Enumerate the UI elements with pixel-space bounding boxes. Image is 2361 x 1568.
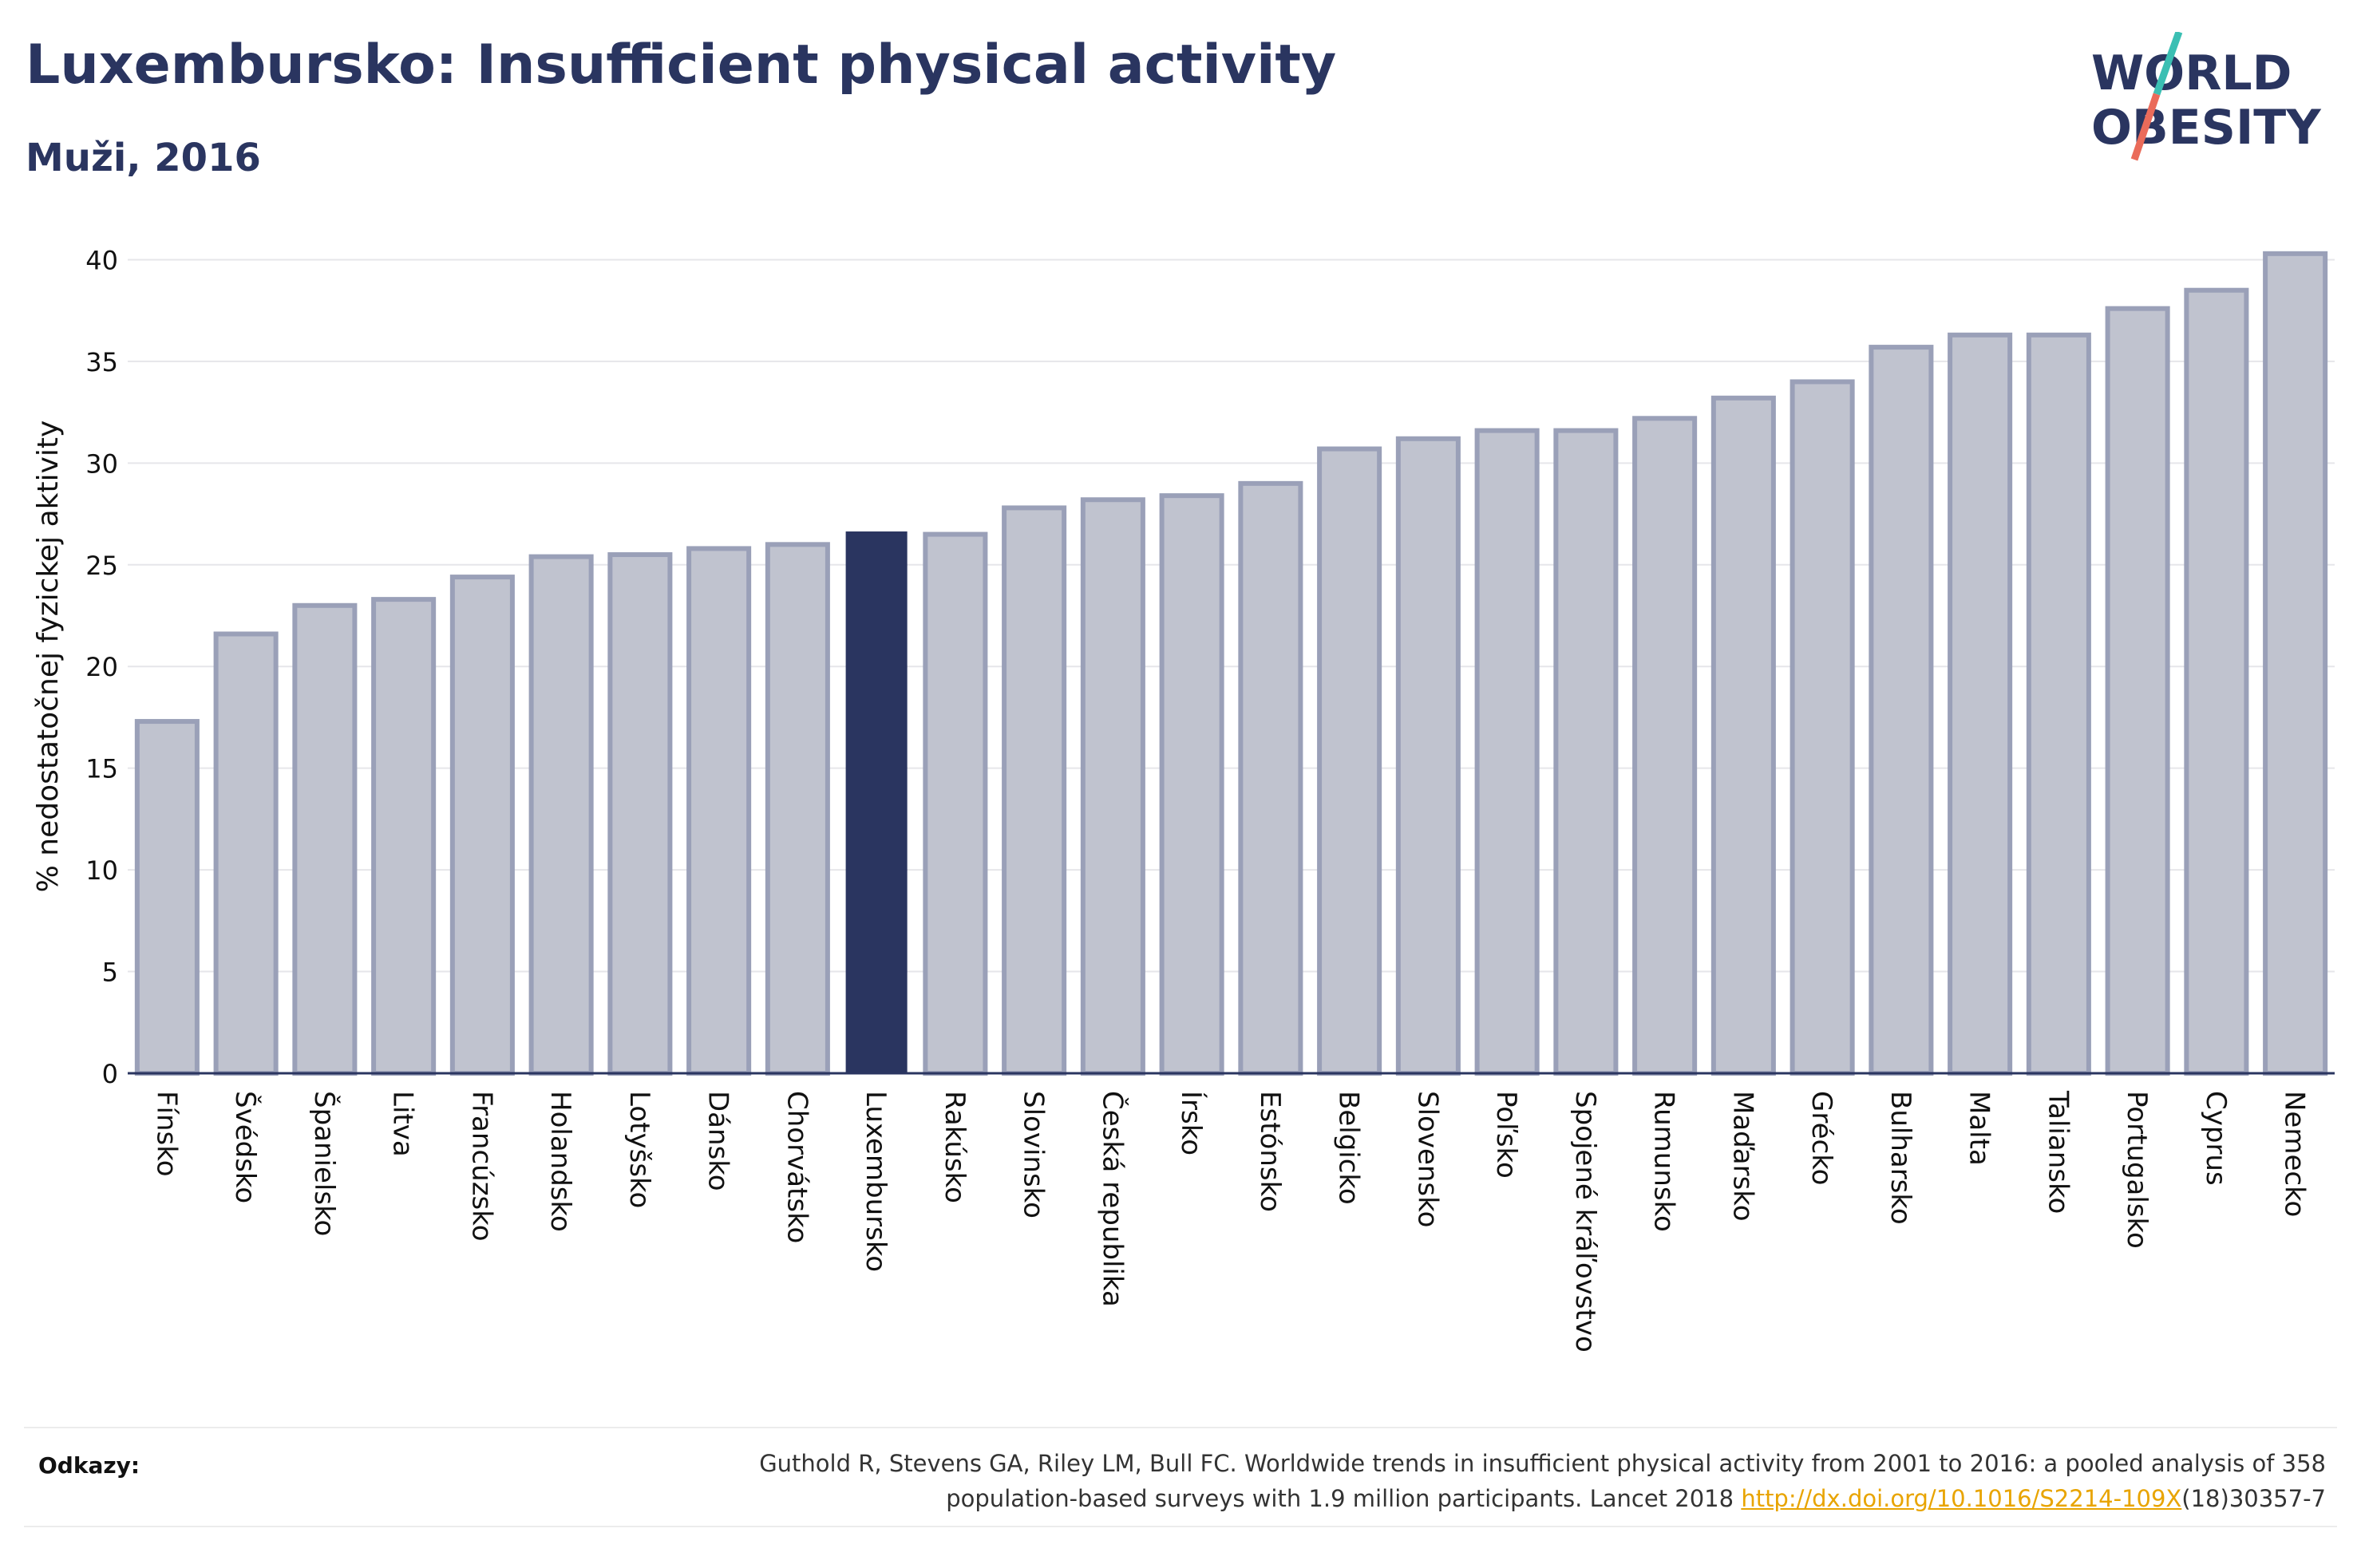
x-tick-label: Bulharsko <box>1884 1091 1916 1225</box>
world-obesity-logo: WORLD OBESITY <box>2091 32 2322 161</box>
x-tick-label: Maďarsko <box>1726 1091 1758 1222</box>
x-tick-label: Lotyšsko <box>623 1091 655 1208</box>
y-tick-label: 10 <box>85 855 118 886</box>
x-tick-label: Estónsko <box>1254 1091 1286 1212</box>
bar <box>2105 306 2170 1076</box>
bar <box>1474 428 1540 1076</box>
x-tick-label: Taliansko <box>2042 1090 2074 1214</box>
x-tick-label: Poľsko <box>1490 1091 1522 1179</box>
bar <box>765 542 830 1076</box>
bar <box>1080 497 1145 1076</box>
x-tick-label: Litva <box>387 1091 419 1157</box>
x-tick-label: Rakúsko <box>939 1091 971 1203</box>
y-axis-ticks: 0 5 10 15 20 25 30 35 40 <box>85 245 118 1089</box>
bar <box>1395 436 1461 1076</box>
x-tick-label: Nemecko <box>2279 1091 2311 1217</box>
bar <box>686 546 752 1076</box>
bar <box>1790 379 1855 1076</box>
x-tick-label: Írsko <box>1175 1091 1208 1155</box>
x-tick-label: Slovinsko <box>1018 1091 1050 1218</box>
bars <box>134 251 2328 1076</box>
bar-chart: 0 5 10 15 20 25 30 35 40 Fínsko Švédsko Španielsko… <box>32 245 2335 1353</box>
x-tick-label: Dánsko <box>702 1091 734 1191</box>
y-tick-label: 0 <box>102 1059 118 1089</box>
x-tick-label: Holandsko <box>544 1091 576 1232</box>
logo-slash-teal <box>2153 32 2183 96</box>
bar <box>1869 345 1934 1076</box>
bar <box>1632 416 1698 1076</box>
x-tick-label: Cyprus <box>2200 1091 2232 1186</box>
x-axis-labels: Fínsko Švédsko Španielsko Litva Francúzsko Ho… <box>150 1090 2310 1353</box>
bar <box>2026 332 2091 1076</box>
x-tick-label: Česká republika <box>1096 1091 1129 1307</box>
x-tick-label: Španielsko <box>308 1091 341 1236</box>
references-label: Odkazy: <box>38 1452 140 1479</box>
bar <box>923 531 988 1076</box>
bar <box>607 552 673 1076</box>
bar <box>292 602 358 1076</box>
bar <box>1948 332 2013 1076</box>
x-tick-label: Fínsko <box>150 1091 182 1177</box>
bar-highlighted <box>845 531 908 1074</box>
y-tick-label: 25 <box>85 551 118 581</box>
bar <box>371 597 437 1076</box>
divider <box>24 1526 2337 1527</box>
bar <box>134 719 200 1076</box>
bar <box>1159 493 1224 1076</box>
y-tick-label: 5 <box>102 958 118 988</box>
y-axis-label: % nedostatočnej fyzickej aktivity <box>32 421 65 893</box>
chart-subtitle: Muži, 2016 <box>26 136 261 180</box>
references-line-1: Guthold R, Stevens GA, Riley LM, Bull FC… <box>759 1450 2326 1477</box>
x-tick-label: Spojené kráľovstvo <box>1569 1091 1601 1353</box>
bar <box>1317 446 1382 1076</box>
y-tick-label: 35 <box>85 347 118 377</box>
bar <box>449 575 515 1076</box>
y-tick-label: 15 <box>85 754 118 784</box>
x-tick-label: Slovensko <box>1411 1091 1443 1227</box>
bar <box>1002 505 1067 1076</box>
y-tick-label: 30 <box>85 448 118 479</box>
bar <box>2184 287 2249 1076</box>
references-line-2: population-based surveys with 1.9 millio… <box>490 1481 2326 1516</box>
bar <box>2263 251 2328 1076</box>
logo-text-world: WORLD <box>2091 45 2292 101</box>
x-tick-label: Malta <box>1964 1091 1995 1166</box>
y-tick-label: 20 <box>85 652 118 682</box>
x-tick-label: Švédsko <box>229 1091 262 1203</box>
reference-doi-link[interactable]: http://dx.doi.org/10.1016/S2214-109X <box>1741 1485 2182 1512</box>
bar <box>213 631 279 1076</box>
bar <box>1710 395 1776 1076</box>
x-tick-label: Portugalsko <box>2121 1091 2153 1249</box>
x-tick-label: Grécko <box>1805 1091 1837 1185</box>
references-line-2-text: population-based surveys with 1.9 millio… <box>946 1485 1742 1512</box>
divider <box>24 1427 2337 1428</box>
references-text: Guthold R, Stevens GA, Riley LM, Bull FC… <box>490 1446 2326 1516</box>
bar <box>1553 428 1619 1076</box>
bar <box>1238 480 1303 1076</box>
logo-slash-coral <box>2130 93 2161 161</box>
references-line-2-suffix: (18)30357-7 <box>2181 1485 2326 1512</box>
logo-text-obesity: OBESITY <box>2091 100 2322 156</box>
x-tick-label: Chorvátsko <box>781 1091 813 1243</box>
y-tick-label: 40 <box>85 245 118 275</box>
chart-title: Luxembursko: Insufficient physical activ… <box>26 34 1337 97</box>
x-tick-label: Belgicko <box>1333 1091 1365 1205</box>
x-tick-label: Rumunsko <box>1648 1091 1680 1232</box>
x-tick-label: Luxembursko <box>860 1091 892 1272</box>
bar <box>528 554 594 1076</box>
x-tick-label: Francúzsko <box>465 1091 497 1242</box>
